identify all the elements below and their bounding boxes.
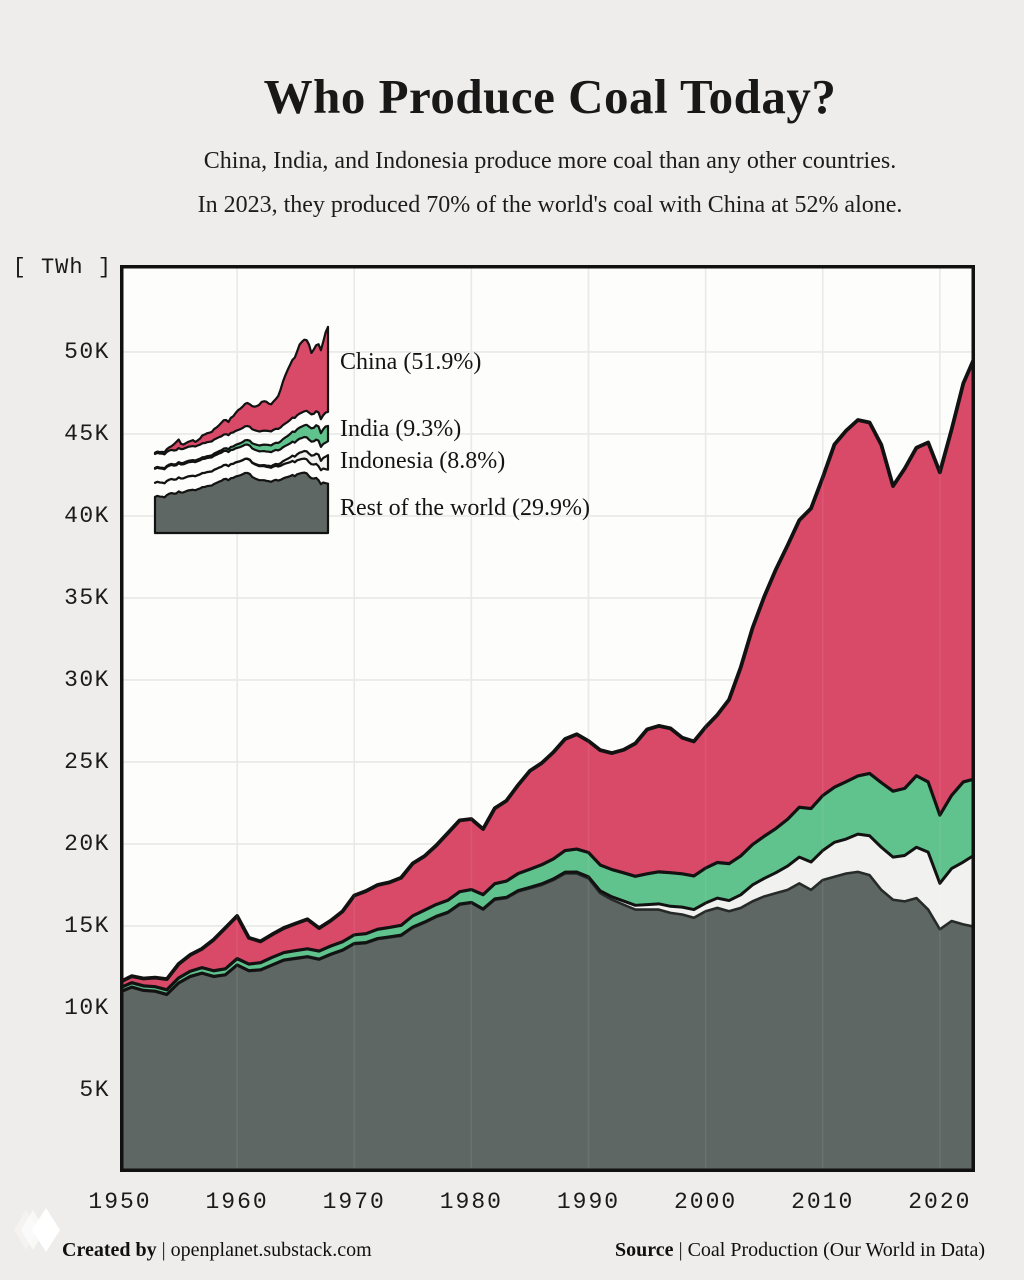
source-credit: Source | Coal Production (Our World in D… (615, 1239, 985, 1262)
subtitle-line-1: China, India, and Indonesia produce more… (203, 148, 897, 174)
area-layers (120, 356, 975, 1172)
y-tick-35K: 35K (64, 584, 110, 611)
y-axis-unit-label: [ TWh ] (12, 255, 112, 280)
legend-mini-chart (153, 325, 330, 535)
boundary-china (120, 355, 975, 984)
area-rest-of-the-world (120, 871, 975, 1172)
legend-band-china (153, 325, 330, 456)
subtitle-line-2: In 2023, they produced 70% of the world'… (197, 192, 903, 218)
legend-band-india (153, 423, 330, 471)
x-tick-2000: 2000 (674, 1189, 738, 1215)
y-tick-25K: 25K (64, 748, 110, 775)
legend-label-indonesia: Indonesia (8.8%) (340, 448, 506, 474)
created-by-value: openplanet.substack.com (170, 1239, 372, 1261)
x-tick-1960: 1960 (205, 1189, 269, 1215)
created-by-credit: Created by | openplanet.substack.com (62, 1239, 372, 1262)
boundary-indonesia (120, 832, 975, 996)
y-tick-50K: 50K (64, 338, 110, 365)
area-china (120, 356, 975, 990)
y-tick-40K: 40K (64, 502, 110, 529)
x-tick-1950: 1950 (88, 1189, 152, 1215)
legend-band-rest-of-the-world (153, 471, 330, 535)
area-india (120, 773, 975, 995)
y-tick-45K: 45K (64, 420, 110, 447)
layer-boundaries (120, 355, 975, 997)
source-label: Source (615, 1239, 674, 1261)
created-by-label: Created by (62, 1239, 157, 1261)
legend-label-india: India (9.3%) (340, 416, 462, 442)
boundary-india (120, 771, 975, 992)
x-tick-2020: 2020 (908, 1189, 972, 1215)
y-tick-30K: 30K (64, 666, 110, 693)
y-tick-15K: 15K (64, 912, 110, 939)
footer-separator: | (161, 1239, 166, 1261)
x-tick-2010: 2010 (791, 1189, 855, 1215)
legend-label-china: China (51.9%) (340, 349, 482, 375)
x-tick-1970: 1970 (322, 1189, 386, 1215)
page-title: Who Produce Coal Today? (263, 69, 837, 124)
diamond-leaf-logo (14, 1202, 78, 1263)
legend-band-indonesia (153, 449, 330, 485)
chart-canvas (120, 265, 975, 1172)
y-tick-5K: 5K (79, 1076, 110, 1103)
x-tick-1990: 1990 (556, 1189, 621, 1215)
logo-diamond (32, 1208, 60, 1252)
y-tick-10K: 10K (64, 994, 110, 1021)
legend-label-rest: Rest of the world (29.9%) (340, 495, 590, 521)
footer-separator: | (678, 1239, 683, 1261)
plot-border (120, 265, 975, 1172)
y-tick-20K: 20K (64, 830, 110, 857)
x-tick-1980: 1980 (439, 1189, 503, 1215)
source-value: Coal Production (Our World in Data) (687, 1239, 985, 1261)
stacked-area-chart (120, 265, 975, 1172)
